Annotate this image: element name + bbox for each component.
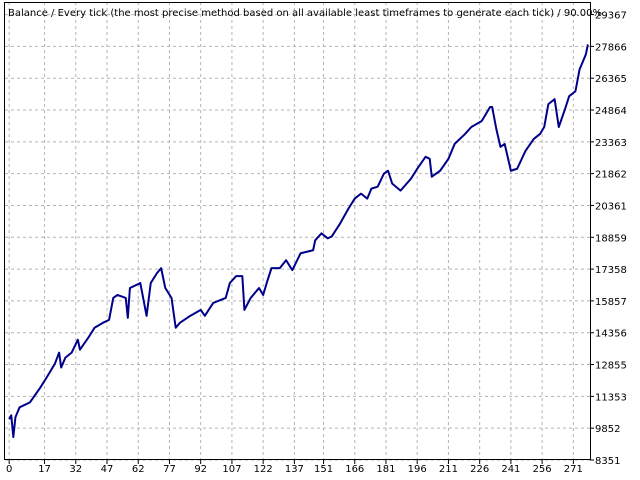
y-tick-label: 8351: [595, 456, 620, 467]
y-tick-label: 18859: [595, 233, 627, 244]
x-tick-label: 47: [101, 464, 114, 475]
balance-line: [8, 44, 589, 439]
x-tick-label: 241: [501, 464, 520, 475]
x-tick-label: 62: [132, 464, 145, 475]
x-tick-label: 77: [163, 464, 176, 475]
plot: [8, 44, 589, 439]
x-tick-label: 122: [254, 464, 273, 475]
y-tick-label: 12855: [595, 361, 627, 372]
y-tick-label: 9852: [595, 424, 620, 435]
y-tick-label: 14356: [595, 329, 627, 340]
y-tick-label: 24864: [595, 106, 627, 117]
grid: [5, 2, 590, 461]
y-tick-label: 27866: [595, 42, 627, 53]
y-tick-label: 26365: [595, 74, 627, 85]
y-tick-label: 11353: [595, 392, 627, 403]
x-tick-label: 151: [314, 464, 333, 475]
x-tick-label: 92: [194, 464, 207, 475]
x-tick-label: 17: [38, 464, 51, 475]
x-tick-label: 226: [470, 464, 489, 475]
x-tick-label: 256: [533, 464, 552, 475]
y-tick-label: 15857: [595, 297, 627, 308]
x-tick-label: 181: [376, 464, 395, 475]
y-tick-label: 21862: [595, 170, 627, 181]
y-tick-label: 20361: [595, 201, 627, 212]
x-tick-label: 32: [69, 464, 82, 475]
plot-frame: [4, 2, 591, 460]
y-tick-label: 17358: [595, 265, 627, 276]
chart-title: Balance / Every tick (the most precise m…: [8, 8, 602, 19]
x-tick-label: 271: [564, 464, 583, 475]
x-tick-label: 196: [408, 464, 427, 475]
y-tick-label: 23363: [595, 138, 627, 149]
x-tick-label: 0: [6, 464, 12, 475]
x-tick-label: 107: [222, 464, 241, 475]
x-tick-label: 211: [439, 464, 458, 475]
x-tick-label: 166: [345, 464, 364, 475]
y-tick-label: 29367: [595, 11, 627, 22]
x-tick-label: 137: [285, 464, 304, 475]
